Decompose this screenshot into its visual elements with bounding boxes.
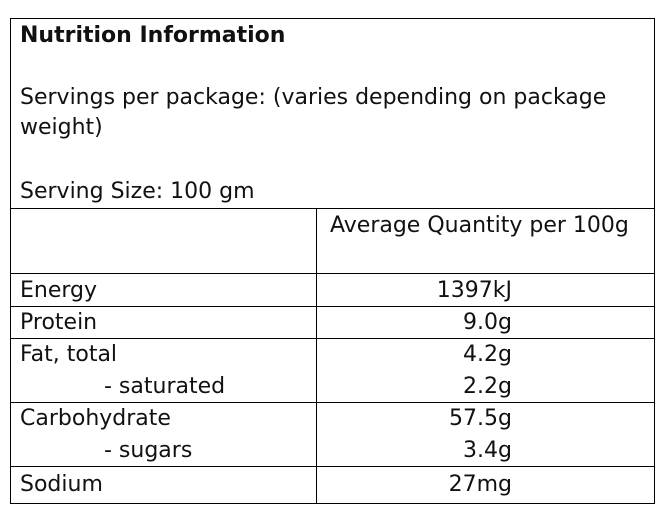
border [10,18,655,19]
nutrient: Carbohydrate [20,406,171,431]
amount: 9.0g [463,310,512,335]
amount: 1397kJ [436,278,512,303]
sub-nutrient: - saturated [104,374,226,399]
border [654,18,655,504]
nutrient: Protein [20,310,98,335]
amount: 4.2g [463,342,512,367]
serving-size: Serving Size: 100 gm [20,179,255,204]
border [10,503,655,504]
row-line [10,466,655,467]
row-line [10,208,655,209]
row-line [10,338,655,339]
nutrient: Sodium [20,472,103,497]
row-line [10,402,655,403]
sub-nutrient: - sugars [104,438,193,463]
border [10,18,11,504]
amount: 2.2g [463,374,512,399]
column-header: Average Quantity per 100g [330,213,629,238]
servings: Servings per package: (varies depending … [20,85,607,140]
row-line [10,273,655,274]
title: Nutrition Information [20,23,286,48]
row-line [10,306,655,307]
nutrient: Energy [20,278,98,303]
nutrient: Fat, total [20,342,118,367]
amount: 27mg [448,472,512,497]
amount: 3.4g [463,438,512,463]
column-line [316,208,317,504]
amount: 57.5g [449,406,512,431]
